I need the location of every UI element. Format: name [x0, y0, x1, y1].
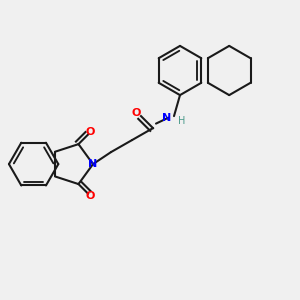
Text: N: N [162, 112, 171, 123]
Text: O: O [85, 191, 95, 201]
Text: N: N [88, 159, 98, 169]
Text: O: O [85, 128, 95, 137]
Text: O: O [132, 108, 141, 118]
Text: H: H [178, 116, 185, 127]
